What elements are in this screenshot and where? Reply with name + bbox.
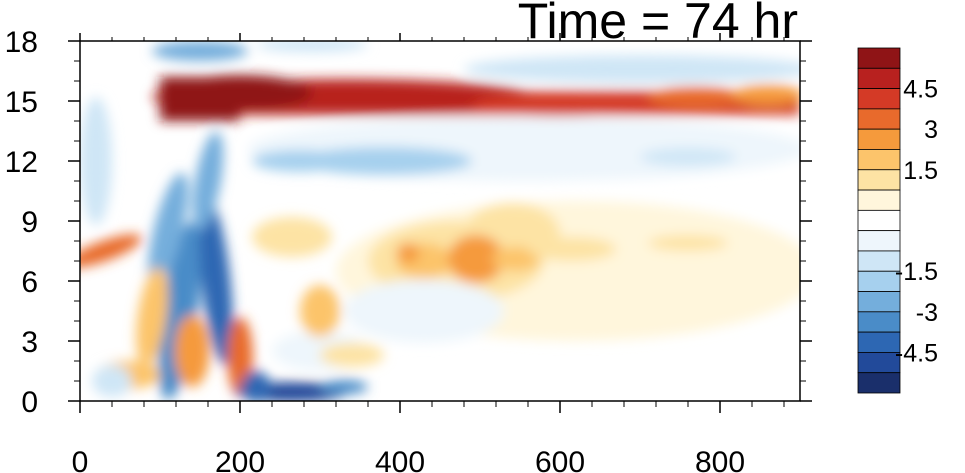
colorbar-label: -4.5 bbox=[895, 339, 938, 367]
y-tick-label: 6 bbox=[21, 266, 38, 299]
contour-patch bbox=[464, 55, 800, 83]
x-tick-label: 600 bbox=[535, 446, 585, 473]
contour-patch bbox=[80, 234, 142, 268]
y-tick-label: 15 bbox=[5, 86, 38, 119]
colorbar-swatch bbox=[857, 311, 901, 333]
y-tick-label: 0 bbox=[21, 386, 38, 419]
contour-patch bbox=[147, 172, 189, 290]
colorbar-label: -1.5 bbox=[895, 258, 938, 286]
y-axis: 0 3 6 9 12 15 18 bbox=[5, 26, 812, 419]
contour-patch bbox=[199, 197, 233, 365]
x-tick-label: 800 bbox=[695, 446, 745, 473]
contour-patch bbox=[252, 217, 332, 257]
contour-patch bbox=[300, 285, 340, 337]
contour-patch bbox=[256, 41, 368, 52]
colorbar-label: 4.5 bbox=[903, 76, 938, 104]
chart-title: Time = 74 hr bbox=[518, 0, 798, 49]
field-blobs bbox=[80, 41, 800, 401]
colorbar-swatch bbox=[857, 128, 901, 150]
colorbar-swatch bbox=[857, 209, 901, 232]
colorbar-swatch bbox=[857, 270, 901, 292]
contour-patch bbox=[472, 94, 648, 116]
contour-patch bbox=[640, 148, 736, 166]
contour-patch bbox=[174, 315, 210, 387]
contour-field bbox=[80, 41, 800, 401]
contour-patch bbox=[252, 150, 348, 172]
contour-patch bbox=[296, 147, 472, 175]
x-tick-label: 400 bbox=[375, 446, 425, 473]
x-axis: 0 200 400 600 800 bbox=[72, 33, 785, 473]
colorbar-swatch bbox=[857, 189, 901, 211]
contour-patch bbox=[732, 85, 800, 105]
contour-patch bbox=[192, 131, 224, 231]
contour-patch bbox=[241, 371, 271, 401]
colorbar-label: 1.5 bbox=[903, 157, 938, 185]
contour-patch bbox=[152, 41, 248, 61]
contour-patch bbox=[158, 221, 202, 401]
colorbar-swatch bbox=[857, 331, 901, 353]
colorbar-swatch bbox=[857, 47, 901, 69]
colorbar-swatch bbox=[857, 169, 901, 191]
x-tick-label: 200 bbox=[215, 446, 265, 473]
y-tick-label: 12 bbox=[5, 146, 38, 179]
contour-patch bbox=[92, 365, 132, 397]
contour-patch bbox=[648, 87, 744, 107]
contour-patch bbox=[528, 237, 616, 261]
contour-patch bbox=[448, 235, 504, 283]
contour-patch bbox=[344, 279, 504, 343]
colorbar-swatch bbox=[857, 372, 901, 394]
contour-patch bbox=[136, 267, 168, 367]
colorbar-swatch bbox=[857, 108, 901, 130]
contour-patch bbox=[320, 343, 384, 367]
contour-patch bbox=[168, 75, 312, 111]
colorbar-swatch bbox=[857, 230, 901, 252]
colorbar-swatch bbox=[857, 149, 901, 171]
y-tick-label: 3 bbox=[21, 326, 38, 359]
colorbar-swatch bbox=[857, 250, 901, 272]
contour-patch bbox=[492, 247, 540, 271]
contour-patch bbox=[320, 380, 368, 394]
contour-patch bbox=[648, 235, 728, 251]
colorbar-swatch bbox=[857, 67, 901, 89]
y-tick-label: 9 bbox=[21, 206, 38, 239]
colorbar-swatch bbox=[857, 88, 901, 110]
colorbar-swatch bbox=[857, 291, 901, 313]
contour-patch bbox=[396, 243, 420, 263]
colorbar-label: 3 bbox=[924, 116, 938, 144]
x-tick-label: 0 bbox=[72, 446, 89, 473]
y-tick-label: 18 bbox=[5, 26, 38, 59]
contour-patch bbox=[80, 97, 112, 225]
colorbar-label: -3 bbox=[916, 299, 938, 327]
colorbar: 4.5 3 1.5 -1.5 -3 -4.5 bbox=[857, 47, 938, 394]
colorbar-swatch bbox=[857, 352, 901, 374]
